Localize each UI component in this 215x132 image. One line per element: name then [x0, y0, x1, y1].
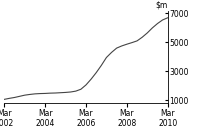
Text: $m: $m	[155, 1, 168, 10]
